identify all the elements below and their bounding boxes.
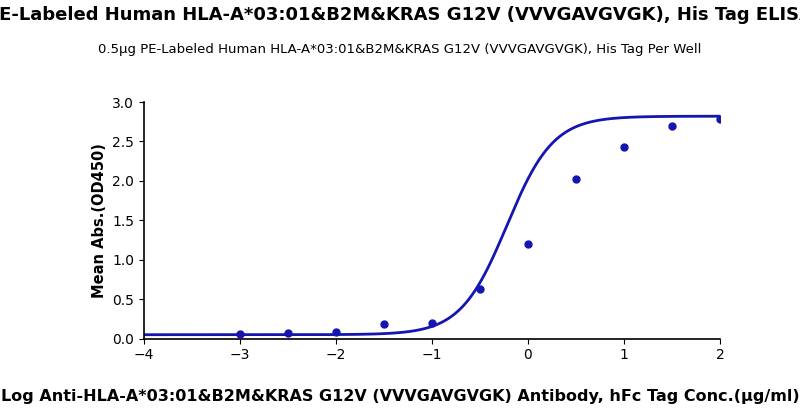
- Text: 0.5μg PE-Labeled Human HLA-A*03:01&B2M&KRAS G12V (VVVGAVGVGK), His Tag Per Well: 0.5μg PE-Labeled Human HLA-A*03:01&B2M&K…: [98, 43, 702, 56]
- Y-axis label: Mean Abs.(OD450): Mean Abs.(OD450): [92, 143, 106, 298]
- Text: PE-Labeled Human HLA-A*03:01&B2M&KRAS G12V (VVVGAVGVGK), His Tag ELISA: PE-Labeled Human HLA-A*03:01&B2M&KRAS G1…: [0, 6, 800, 24]
- Text: Log Anti-HLA-A*03:01&B2M&KRAS G12V (VVVGAVGVGK) Antibody, hFc Tag Conc.(μg/ml): Log Anti-HLA-A*03:01&B2M&KRAS G12V (VVVG…: [1, 389, 799, 404]
